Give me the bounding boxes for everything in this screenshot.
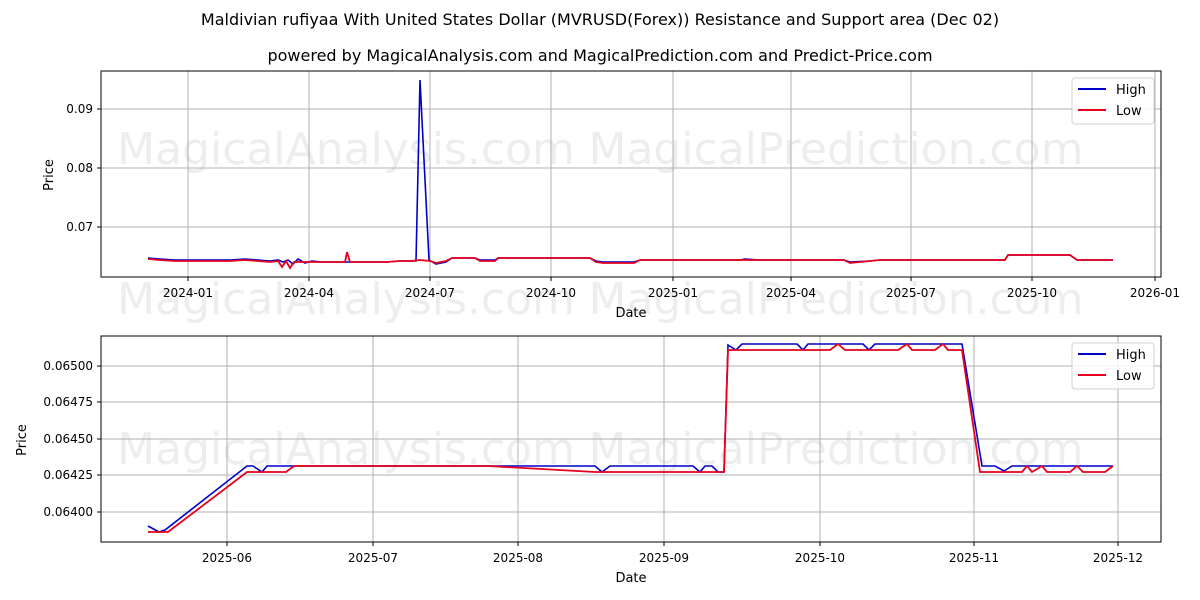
bottom-grid <box>101 336 1161 542</box>
top-xtick: 2024-07 <box>405 286 455 300</box>
bottom-xtick: 2025-06 <box>202 551 252 565</box>
top-axes-frame <box>100 70 1162 278</box>
chart-title: Maldivian rufiyaa With United States Dol… <box>200 10 1000 29</box>
top-xtick: 2024-10 <box>526 286 576 300</box>
legend-high-label: High <box>1116 83 1146 98</box>
top-chart: MagicalAnalysis.com MagicalPrediction.co… <box>42 70 1180 325</box>
top-y-axis-label: Price <box>42 159 57 191</box>
bottom-y-axis-label: Price <box>15 424 30 456</box>
bottom-xtick: 2025-08 <box>493 551 543 565</box>
top-y-ticks: 0.09 0.08 0.07 <box>66 102 93 234</box>
top-xtick: 2025-04 <box>766 286 816 300</box>
top-xtick: 2024-04 <box>284 286 334 300</box>
top-xtick: 2025-01 <box>648 286 698 300</box>
top-legend: High Low <box>1071 77 1155 125</box>
bottom-low-line <box>148 342 1114 533</box>
bottom-ytick: 0.06475 <box>43 395 93 409</box>
watermark-top-right-lower: MagicalPrediction.com <box>589 274 1084 325</box>
bottom-xtick: 2025-11 <box>949 551 999 565</box>
top-xtick: 2026-01 <box>1130 286 1180 300</box>
bottom-xtick: 2025-07 <box>348 551 398 565</box>
bottom-xtick: 2025-12 <box>1093 551 1143 565</box>
bottom-x-ticks: 2025-06 2025-07 2025-08 2025-09 2025-10 … <box>202 551 1143 565</box>
watermark-top-left: MagicalAnalysis.com <box>117 124 575 175</box>
watermark-top-left-lower: MagicalAnalysis.com <box>117 274 575 325</box>
top-ytick: 0.07 <box>66 220 93 234</box>
top-ytick: 0.08 <box>66 161 93 175</box>
top-low-line <box>147 251 1113 270</box>
legend-low-label: Low <box>1116 369 1142 384</box>
bottom-x-axis-label: Date <box>615 571 646 586</box>
top-xtick: 2025-07 <box>886 286 936 300</box>
top-ytick: 0.09 <box>66 102 93 116</box>
bottom-y-ticks: 0.06500 0.06475 0.06450 0.06425 0.06400 <box>43 359 93 519</box>
bottom-xtick: 2025-09 <box>639 551 689 565</box>
bottom-ytick: 0.06425 <box>43 468 93 482</box>
bottom-ytick: 0.06400 <box>43 505 93 519</box>
bottom-ytick: 0.06450 <box>43 432 93 446</box>
bottom-xtick: 2025-10 <box>795 551 845 565</box>
top-xtick: 2024-01 <box>163 286 213 300</box>
bottom-legend: High Low <box>1071 342 1155 390</box>
top-grid <box>101 71 1161 277</box>
bottom-ytick: 0.06500 <box>43 359 93 373</box>
top-x-axis-label: Date <box>615 306 646 321</box>
legend-high-label: High <box>1116 348 1146 363</box>
top-x-ticks: 2024-01 2024-04 2024-07 2024-10 2025-01 … <box>163 286 1180 300</box>
watermark-top-right: MagicalPrediction.com <box>589 124 1084 175</box>
top-xtick: 2025-10 <box>1007 286 1057 300</box>
chart-subtitle: powered by MagicalAnalysis.com and Magic… <box>267 46 933 65</box>
bottom-chart: MagicalAnalysis.com MagicalPrediction.co… <box>15 335 1162 586</box>
legend-low-label: Low <box>1116 104 1142 119</box>
